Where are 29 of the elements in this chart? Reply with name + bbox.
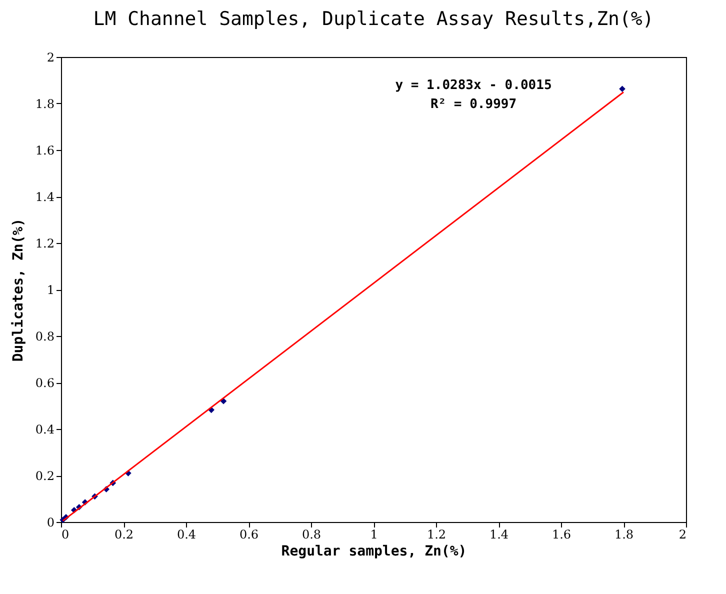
annotation: R² = 0.9997 <box>430 97 517 112</box>
x-tick-label: 0.2 <box>114 528 134 542</box>
x-tick-label: 0 <box>62 528 70 542</box>
x-tick-label: 1.6 <box>552 528 572 542</box>
chart-title: LM Channel Samples, Duplicate Assay Results,Zn(%) <box>93 8 654 30</box>
x-tick-label: 0.4 <box>176 528 196 542</box>
y-tick-label: 2 <box>46 50 54 64</box>
y-tick-label: 0.2 <box>35 469 54 483</box>
x-tick-label: 1.8 <box>614 528 634 542</box>
x-tick-label: 2 <box>678 528 686 542</box>
y-tick-label: 1 <box>46 283 54 297</box>
x-tick-label: 1.2 <box>426 528 446 542</box>
x-tick-label: 1.4 <box>489 528 509 542</box>
point <box>220 398 227 404</box>
annotation: y = 1.0283x - 0.0015 <box>395 78 552 93</box>
y-tick-label: 0.4 <box>35 422 55 436</box>
x-axis-title: Regular samples, Zn(%) <box>281 544 467 560</box>
x-tick-label: 1 <box>370 528 378 542</box>
x-tick-label: 0.6 <box>239 528 259 542</box>
y-tick-label: 0.8 <box>35 330 54 344</box>
x-tick-label: 0.8 <box>302 528 322 542</box>
point <box>619 86 626 92</box>
y-tick-label: 1.4 <box>35 190 55 204</box>
y-tick-label: 1.2 <box>35 236 54 250</box>
y-tick-label: 1.8 <box>35 97 54 111</box>
y-tick-label: 1.6 <box>35 144 54 158</box>
y-axis-title: Duplicates, Zn(%) <box>10 218 26 362</box>
y-tick-label: 0.6 <box>35 376 54 390</box>
y-tick-label: 0 <box>46 516 54 530</box>
